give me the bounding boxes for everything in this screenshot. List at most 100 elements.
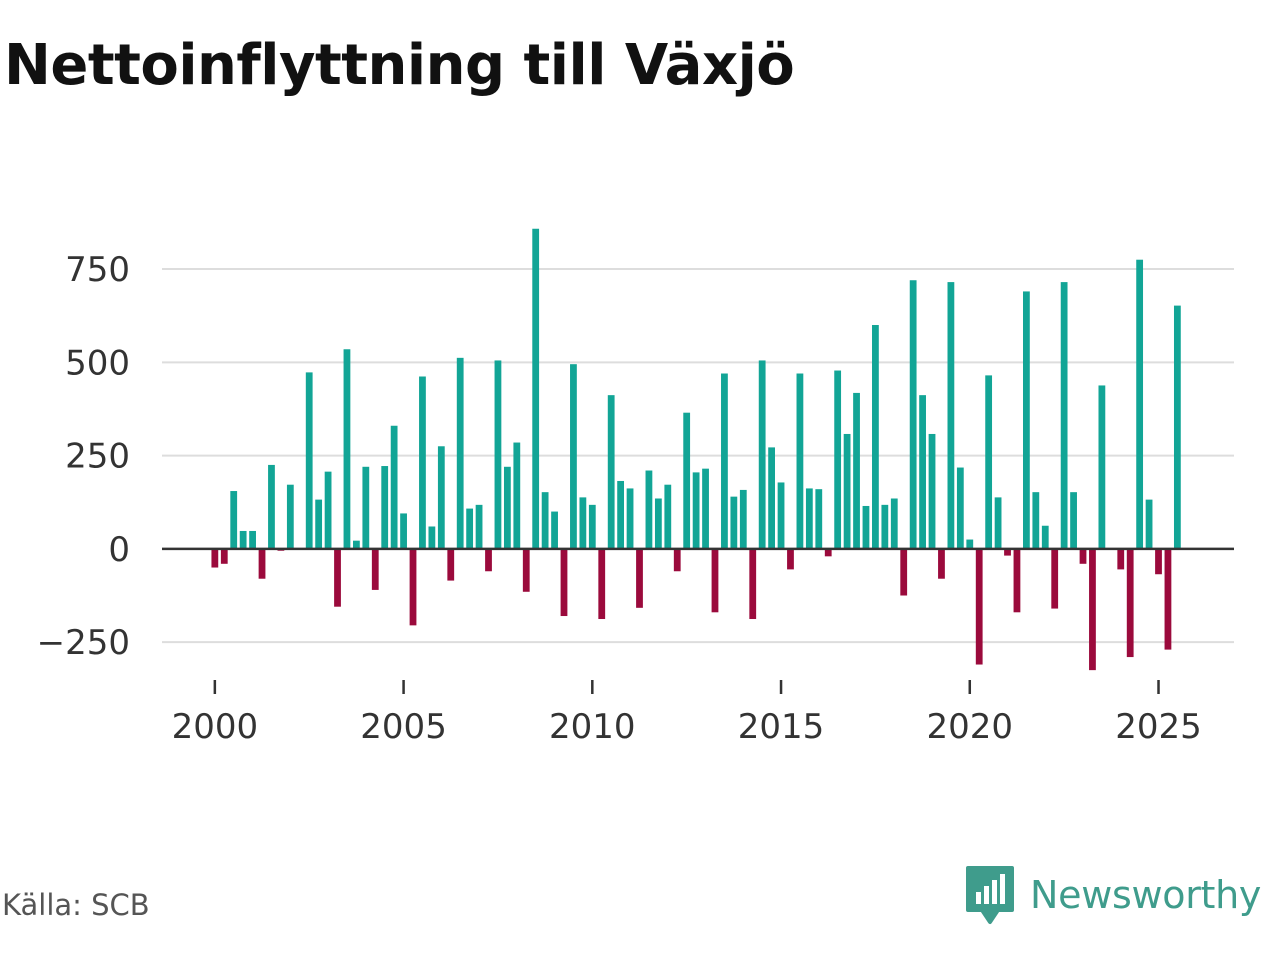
bar (909, 280, 917, 549)
bar (664, 484, 672, 549)
bar (428, 526, 436, 549)
newsworthy-logo[interactable]: Newsworthy (964, 864, 1261, 926)
bar (824, 548, 832, 557)
bar (541, 492, 549, 549)
bar (692, 472, 700, 549)
y-tick-label: 750 (65, 250, 130, 290)
bar (390, 425, 398, 549)
bar (872, 325, 879, 549)
bar (805, 488, 813, 549)
bar (1023, 291, 1030, 549)
bar (796, 373, 804, 549)
bar (1060, 282, 1068, 549)
bar (966, 539, 974, 549)
bar (315, 499, 323, 549)
bar (1070, 492, 1077, 549)
bar (853, 392, 860, 549)
bar (947, 282, 955, 549)
bar (353, 540, 360, 549)
source-note: Källa: SCB (2, 888, 150, 922)
bar (1089, 548, 1096, 671)
bar (513, 442, 521, 549)
gridlines (162, 268, 1234, 644)
bar (268, 464, 275, 549)
bar (711, 548, 719, 613)
bar (362, 466, 370, 549)
bar (400, 513, 407, 549)
x-tick-label: 2005 (360, 707, 447, 747)
bar (560, 548, 568, 617)
bar (343, 349, 351, 549)
bar (598, 548, 606, 620)
bar (419, 376, 426, 549)
y-tick-label: −250 (37, 623, 130, 663)
bar (626, 488, 634, 549)
bar (768, 447, 775, 549)
bar (815, 489, 823, 549)
bar (409, 548, 417, 626)
bar (588, 504, 596, 549)
bar (758, 360, 766, 549)
bar (881, 504, 889, 549)
bar (1136, 259, 1144, 549)
bar (1145, 499, 1153, 549)
bar (617, 480, 625, 549)
bar (1032, 492, 1040, 549)
bar (787, 548, 794, 570)
bar (437, 446, 445, 549)
bar (636, 548, 643, 608)
bar (683, 412, 691, 549)
bar (645, 470, 653, 549)
y-tick-label: 0 (108, 530, 130, 570)
bar (258, 548, 266, 579)
bar (551, 511, 558, 549)
bar (730, 496, 738, 549)
bars (211, 228, 1181, 671)
bar (777, 482, 785, 549)
bar (834, 370, 842, 549)
bar (1051, 548, 1059, 609)
x-tick-label: 2010 (549, 707, 636, 747)
bar (975, 548, 983, 665)
bar (1126, 548, 1134, 658)
brand-name: Newsworthy (1030, 873, 1262, 917)
bar (900, 548, 908, 596)
x-tick-label: 2020 (927, 707, 1014, 747)
bar (1098, 385, 1106, 549)
bar (532, 228, 540, 549)
bar (1173, 305, 1181, 549)
x-tick-label: 2025 (1115, 707, 1202, 747)
bar (485, 548, 492, 572)
bar (928, 433, 936, 549)
bar (239, 530, 247, 549)
bar (324, 471, 332, 549)
bar (211, 548, 219, 568)
bar (220, 548, 228, 564)
bar (654, 498, 662, 549)
y-tick-label: 500 (65, 343, 130, 383)
bar (673, 548, 681, 572)
bar (749, 548, 757, 620)
bar (305, 372, 313, 549)
bar (334, 548, 341, 607)
bar (494, 360, 502, 549)
bar (1004, 548, 1011, 556)
bar (503, 466, 511, 549)
bar (1117, 548, 1125, 570)
y-tick-label: 250 (65, 437, 130, 477)
bar (1013, 548, 1021, 613)
bar (843, 433, 851, 549)
bar (938, 548, 945, 579)
bar (579, 497, 587, 549)
x-tick-label: 2015 (738, 707, 825, 747)
bar (702, 468, 709, 549)
chart-title: Nettoinflyttning till Växjö (4, 33, 795, 98)
bar (230, 491, 238, 549)
bar (1079, 548, 1087, 564)
bar (522, 548, 530, 592)
bar (1041, 525, 1049, 549)
bar (447, 548, 455, 581)
bar (607, 395, 615, 549)
bar (1155, 548, 1162, 575)
